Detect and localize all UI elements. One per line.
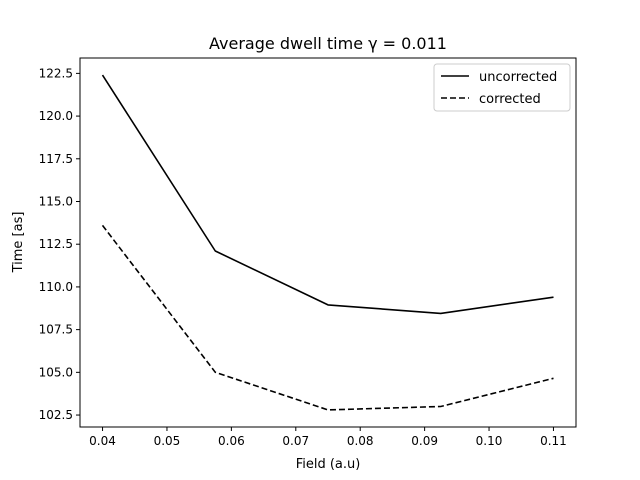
y-tick-label: 122.5 [39, 66, 73, 80]
plot-frame [79, 57, 577, 428]
x-tick-label: 0.04 [89, 434, 116, 448]
x-axis-ticks: 0.04 0.05 0.06 0.07 0.08 0.09 0.10 0.11 [89, 427, 567, 448]
x-axis-label: Field (a.u) [296, 457, 361, 472]
legend-label: corrected [479, 92, 541, 107]
y-axis-ticks: 102.5 105.0 107.5 110.0 112.5 115.0 117.5 120.0… [39, 66, 80, 422]
y-tick-label: 115.0 [39, 195, 73, 209]
x-tick-label: 0.11 [540, 434, 567, 448]
series-line-corrected [101, 224, 554, 411]
x-tick-label: 0.06 [218, 434, 245, 448]
y-tick-label: 117.5 [39, 152, 73, 166]
chart-title: Average dwell time γ = 0.011 [209, 34, 447, 53]
y-axis-label: Time [as] [11, 212, 26, 274]
legend: uncorrected corrected [433, 63, 571, 112]
y-tick-label: 105.0 [39, 365, 73, 379]
x-tick-label: 0.10 [476, 434, 503, 448]
series-layer [101, 74, 554, 411]
series-line-uncorrected [101, 74, 554, 315]
x-tick-label: 0.05 [154, 434, 181, 448]
y-tick-label: 110.0 [39, 280, 73, 294]
x-tick-label: 0.07 [282, 434, 309, 448]
legend-label: uncorrected [479, 70, 557, 85]
y-tick-label: 107.5 [39, 323, 73, 337]
x-tick-label: 0.08 [347, 434, 374, 448]
y-tick-label: 120.0 [39, 109, 73, 123]
x-tick-label: 0.09 [411, 434, 438, 448]
y-tick-label: 102.5 [39, 408, 73, 422]
y-tick-label: 112.5 [39, 237, 73, 251]
